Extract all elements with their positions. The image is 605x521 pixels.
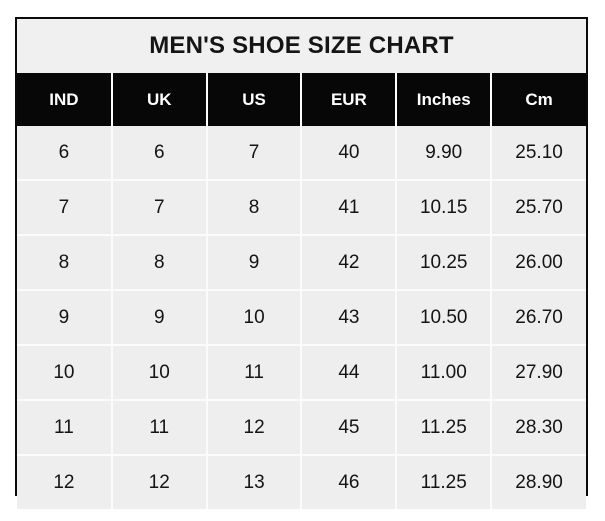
cell-ind: 12 bbox=[17, 455, 113, 509]
cell-inches: 10.25 bbox=[396, 235, 493, 291]
column-header-eur: EUR bbox=[301, 73, 398, 126]
table-row: 12 12 13 46 11.25 28.90 bbox=[17, 455, 586, 509]
cell-ind: 9 bbox=[17, 290, 113, 346]
cell-eur: 44 bbox=[301, 345, 398, 401]
cell-inches: 11.00 bbox=[396, 345, 493, 401]
cell-cm: 25.10 bbox=[491, 126, 586, 181]
cell-uk: 9 bbox=[111, 290, 208, 346]
cell-inches: 10.50 bbox=[396, 290, 493, 346]
cell-eur: 40 bbox=[301, 126, 398, 181]
cell-cm: 25.70 bbox=[491, 180, 586, 236]
cell-cm: 26.00 bbox=[491, 235, 586, 291]
cell-cm: 26.70 bbox=[491, 290, 586, 346]
table-header-row: IND UK US EUR Inches Cm bbox=[17, 73, 586, 126]
cell-inches: 10.15 bbox=[396, 180, 493, 236]
cell-us: 10 bbox=[206, 290, 303, 346]
cell-eur: 46 bbox=[301, 455, 398, 509]
column-header-uk: UK bbox=[111, 73, 208, 126]
cell-us: 13 bbox=[206, 455, 303, 509]
cell-ind: 11 bbox=[17, 400, 113, 456]
cell-ind: 6 bbox=[17, 126, 113, 181]
column-header-cm: Cm bbox=[491, 73, 586, 126]
cell-eur: 41 bbox=[301, 180, 398, 236]
table-row: 7 7 8 41 10.15 25.70 bbox=[17, 180, 586, 236]
cell-cm: 27.90 bbox=[491, 345, 586, 401]
cell-eur: 42 bbox=[301, 235, 398, 291]
cell-cm: 28.30 bbox=[491, 400, 586, 456]
cell-uk: 8 bbox=[111, 235, 208, 291]
table-row: 8 8 9 42 10.25 26.00 bbox=[17, 235, 586, 291]
cell-ind: 10 bbox=[17, 345, 113, 401]
column-header-inches: Inches bbox=[396, 73, 493, 126]
cell-uk: 10 bbox=[111, 345, 208, 401]
cell-uk: 12 bbox=[111, 455, 208, 509]
table-row: 11 11 12 45 11.25 28.30 bbox=[17, 400, 586, 456]
cell-ind: 8 bbox=[17, 235, 113, 291]
cell-us: 8 bbox=[206, 180, 303, 236]
cell-us: 12 bbox=[206, 400, 303, 456]
column-header-ind: IND bbox=[17, 73, 113, 126]
cell-inches: 11.25 bbox=[396, 455, 493, 509]
cell-cm: 28.90 bbox=[491, 455, 586, 509]
table-row: 6 6 7 40 9.90 25.10 bbox=[17, 126, 586, 181]
cell-ind: 7 bbox=[17, 180, 113, 236]
table-row: 9 9 10 43 10.50 26.70 bbox=[17, 290, 586, 346]
cell-eur: 45 bbox=[301, 400, 398, 456]
cell-eur: 43 bbox=[301, 290, 398, 346]
cell-us: 11 bbox=[206, 345, 303, 401]
page-title: MEN'S SHOE SIZE CHART bbox=[149, 32, 454, 59]
table-body: 6 6 7 40 9.90 25.10 7 7 8 41 10.15 25.70… bbox=[17, 126, 586, 509]
table-header: IND UK US EUR Inches Cm bbox=[17, 73, 586, 126]
cell-inches: 9.90 bbox=[396, 126, 493, 181]
cell-uk: 7 bbox=[111, 180, 208, 236]
cell-uk: 6 bbox=[111, 126, 208, 181]
table-row: 10 10 11 44 11.00 27.90 bbox=[17, 345, 586, 401]
cell-us: 7 bbox=[206, 126, 303, 181]
cell-us: 9 bbox=[206, 235, 303, 291]
shoe-size-table: IND UK US EUR Inches Cm 6 6 7 40 9.90 25… bbox=[17, 73, 586, 509]
cell-uk: 11 bbox=[111, 400, 208, 456]
size-chart-container: MEN'S SHOE SIZE CHART IND UK US EUR Inch… bbox=[15, 17, 588, 509]
cell-inches: 11.25 bbox=[396, 400, 493, 456]
chart-title-band: MEN'S SHOE SIZE CHART bbox=[17, 19, 586, 73]
column-header-us: US bbox=[206, 73, 303, 126]
